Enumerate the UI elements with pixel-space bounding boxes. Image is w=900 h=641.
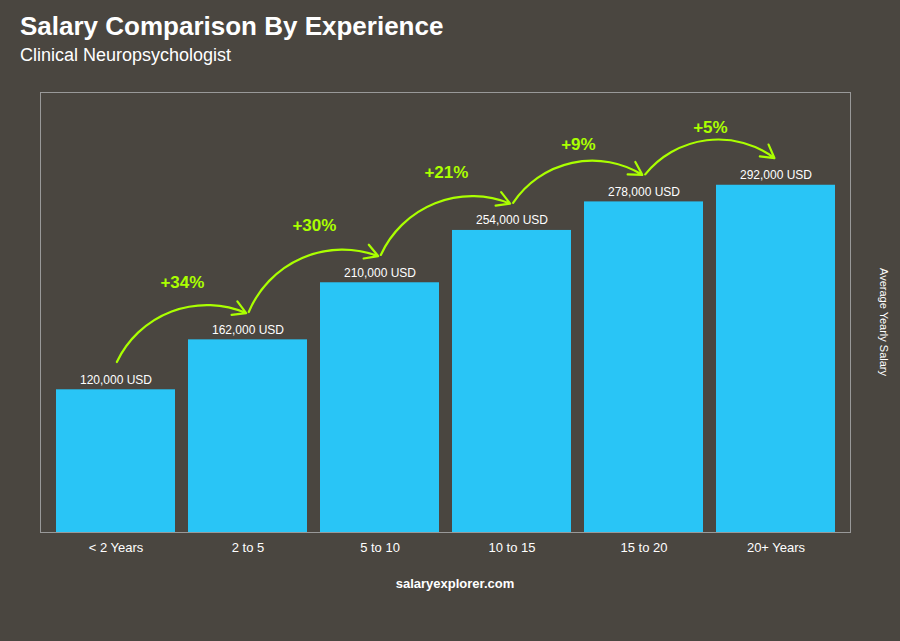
- svg-text:15 to 20: 15 to 20: [621, 540, 668, 555]
- svg-text:20+ Years: 20+ Years: [747, 540, 806, 555]
- svg-text:< 2 Years: < 2 Years: [89, 540, 144, 555]
- svg-text:2 to 5: 2 to 5: [232, 540, 265, 555]
- html-text:Clinical Neuropsychologist: Clinical Neuropsychologist: [20, 45, 232, 65]
- svg-text:10 to 15: 10 to 15: [489, 540, 536, 555]
- svg-text:292,000 USD: 292,000 USD: [740, 168, 812, 182]
- svg-text:+5%: +5%: [693, 118, 728, 137]
- svg-text:+30%: +30%: [292, 216, 336, 235]
- svg-text:210,000 USD: 210,000 USD: [344, 266, 416, 280]
- html-text:Salary Comparison By Experienc: Salary Comparison By Experience: [20, 11, 444, 41]
- svg-text:278,000 USD: 278,000 USD: [608, 185, 680, 199]
- svg-text:+9%: +9%: [561, 135, 596, 154]
- svg-text:5 to 10: 5 to 10: [360, 540, 400, 555]
- svg-text:+21%: +21%: [424, 163, 468, 182]
- svg-text:+34%: +34%: [160, 273, 204, 292]
- svg-text:162,000 USD: 162,000 USD: [212, 323, 284, 337]
- svg-text:254,000 USD: 254,000 USD: [476, 213, 548, 227]
- svg-text:120,000 USD: 120,000 USD: [80, 373, 152, 387]
- html-text:Average Yearly Salary: Average Yearly Salary: [878, 268, 890, 376]
- html-text:salaryexplorer.com: salaryexplorer.com: [395, 576, 515, 591]
